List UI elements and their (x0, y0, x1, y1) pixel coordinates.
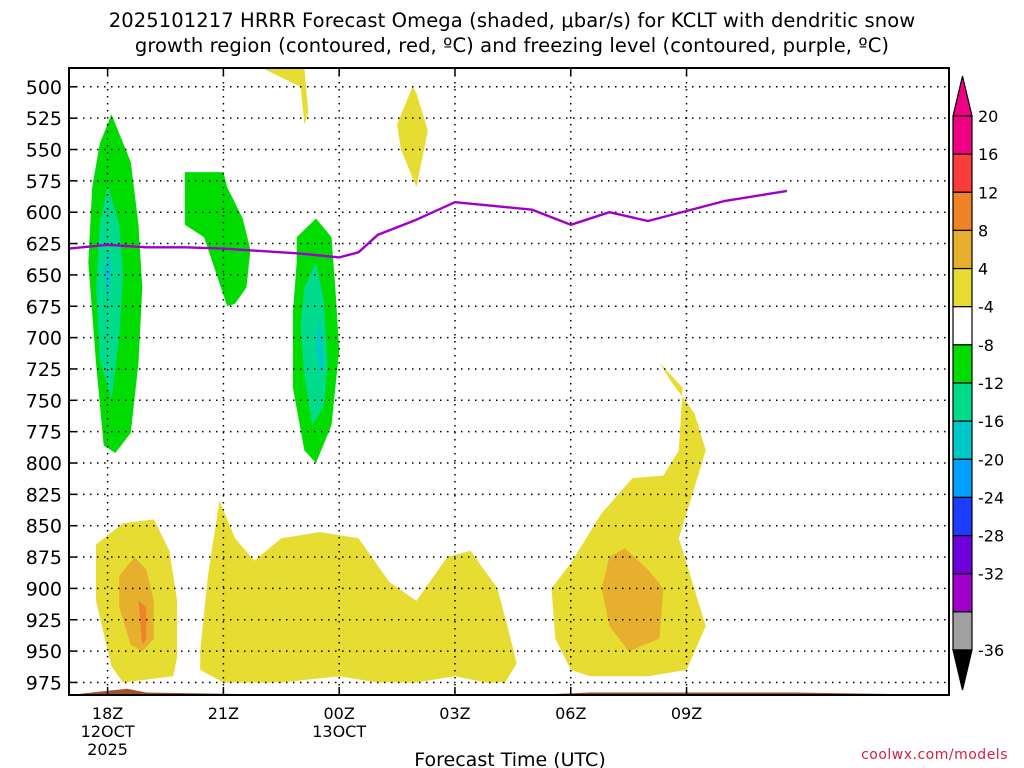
y-tick-label-625: 625 (26, 234, 62, 256)
y-tick-label-875: 875 (26, 547, 62, 569)
y-tick-label-525: 525 (26, 108, 62, 130)
y-axis: 500 525 550 575 600 625 650 675 700 725 750 775 800 8… (26, 77, 77, 694)
colorbar-bin-pos8 (952, 229, 973, 270)
colorbar-bin-neg16 (952, 458, 973, 499)
y-tick-label-900: 900 (26, 578, 62, 600)
plot-frame (68, 67, 950, 696)
chart-title: 2025101217 HRRR Forecast Omega (shaded, … (0, 8, 1024, 58)
x-tick-label-06Z: 06Z (555, 704, 586, 723)
x-tick-label-03Z: 03Z (439, 704, 470, 723)
y-tick-label-950: 950 (26, 641, 62, 663)
colorbar-bin-neg28 (952, 573, 973, 613)
chart-title-line2: growth region (contoured, red, ºC) and f… (134, 34, 890, 57)
colorbar-bin-neg24 (952, 534, 973, 575)
omega-shaded-regions (88, 68, 706, 683)
colorbar-bin-pos20 (952, 115, 973, 155)
freezing-level-layer (69, 189, 788, 259)
colorbar-label--32: -32 (978, 565, 1004, 584)
colorbar-top-arrow (952, 75, 973, 117)
x-tick-year-18Z: 2025 (87, 740, 128, 759)
y-tick-label-700: 700 (26, 328, 62, 350)
x-axis-label: Forecast Time (UTC) (414, 749, 605, 768)
colorbar-label--20: -20 (978, 450, 1004, 469)
omega-region-11 (138, 600, 147, 645)
omega-region-8 (397, 86, 428, 188)
x-tick-label-09Z: 09Z (671, 704, 702, 723)
y-tick-label-550: 550 (26, 140, 62, 162)
source-link[interactable]: coolwx.com/models (861, 747, 1008, 763)
colorbar-label--36: -36 (978, 641, 1004, 660)
colorbar-label--4: -4 (978, 298, 994, 317)
omega-region-3 (184, 172, 251, 307)
colorbar-label-16: 16 (978, 145, 998, 164)
plot-area (69, 68, 949, 695)
colorbar-bottom-arrow (952, 649, 973, 691)
y-tick-label-800: 800 (26, 453, 62, 475)
x-tick-date-18Z: 12OCT (81, 722, 135, 741)
colorbar-label-8: 8 (978, 221, 988, 240)
omega-region-5 (300, 262, 328, 426)
freezing-level-line (69, 189, 788, 259)
colorbar-bin-pos4 (952, 267, 973, 308)
colorbar-bin-neg8 (952, 382, 973, 422)
y-tick-label-650: 650 (26, 265, 62, 287)
x-tick-label-21Z: 21Z (208, 704, 239, 723)
omega-region-6 (316, 312, 324, 376)
colorbar-label--24: -24 (978, 488, 1004, 507)
colorbar-label--12: -12 (978, 374, 1004, 393)
y-tick-label-675: 675 (26, 296, 62, 318)
colorbar-bin-pos12 (952, 191, 973, 232)
x-tick-label-18Z: 18Z (92, 704, 123, 723)
omega-region-2 (103, 249, 112, 303)
chart-title-line1: 2025101217 HRRR Forecast Omega (shaded, … (108, 9, 916, 32)
omega-region-13 (551, 362, 706, 677)
y-tick-label-750: 750 (26, 390, 62, 412)
colorbar: 20 16 12 8 4 -4 -8 -12 -16 -20 -24 -28 -32 -36 (952, 75, 1004, 691)
colorbar-label-20: 20 (978, 107, 998, 126)
x-tick-label-00Z: 00Z (324, 704, 355, 723)
colorbar-bin-neg32 (952, 611, 973, 651)
y-tick-label-850: 850 (26, 516, 62, 538)
colorbar-label-4: 4 (978, 260, 988, 279)
y-tick-label-975: 975 (26, 672, 62, 694)
y-tick-label-775: 775 (26, 422, 62, 444)
colorbar-bin-neg4 (952, 344, 973, 384)
omega-region-7 (262, 68, 309, 125)
omega-region-1 (96, 184, 123, 401)
colorbar-label--16: -16 (978, 412, 1004, 431)
y-tick-label-500: 500 (26, 77, 62, 99)
colorbar-label--8: -8 (978, 336, 994, 355)
terrain-fill (69, 688, 949, 695)
colorbar-bin-zero (952, 306, 973, 346)
y-tick-label-725: 725 (26, 359, 62, 381)
omega-region-12 (200, 500, 517, 683)
terrain-layer (69, 688, 949, 695)
y-tick-label-925: 925 (26, 610, 62, 632)
colorbar-label-12: 12 (978, 183, 998, 202)
x-tick-date-00Z: 13OCT (312, 722, 366, 741)
y-tick-label-575: 575 (26, 171, 62, 193)
colorbar-bin-pos16 (952, 153, 973, 193)
y-tick-label-600: 600 (26, 202, 62, 224)
y-tick-label-825: 825 (26, 484, 62, 506)
omega-region-14 (601, 548, 664, 652)
colorbar-bin-neg20 (952, 496, 973, 537)
colorbar-bin-neg12 (952, 420, 973, 460)
colorbar-label--28: -28 (978, 527, 1004, 546)
